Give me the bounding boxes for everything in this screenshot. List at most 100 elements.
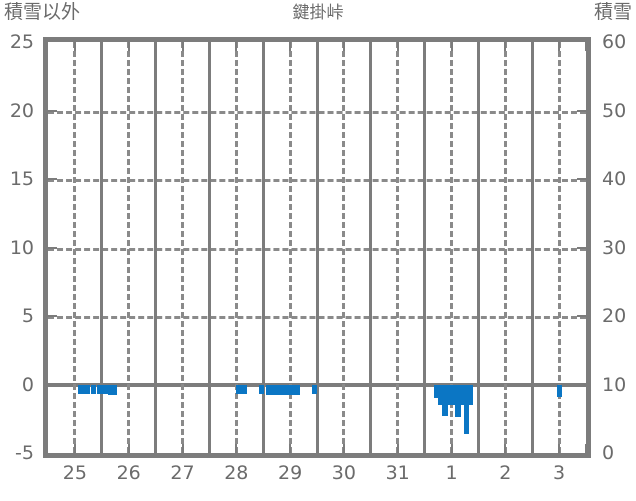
data-bar [311,384,317,395]
x-tickmark [558,42,561,51]
x-tickmark [477,444,480,453]
x-tickmark [127,42,130,51]
x-tickmark [504,42,507,51]
x-tickmark [423,42,426,51]
x-tickmark [585,444,586,453]
y-axis-left-tick-5: 5 [21,305,34,327]
x-axis-tick-25: 25 [62,462,87,484]
x-tickmark [154,444,157,453]
x-tickmark [73,444,76,453]
data-bar [241,384,247,395]
x-tickmark [100,42,103,51]
x-tickmark [477,42,480,51]
data-bar [258,384,265,395]
plot-inner [48,42,586,453]
vgridline-day-boundary [530,42,534,453]
x-axis-tick-1: 1 [445,462,458,484]
y-tickmark [577,383,586,386]
vgridline-half-day [234,42,238,453]
y-axis-right-tick-0: 0 [602,442,615,464]
y-axis-right-tick-20: 20 [602,305,627,327]
y-axis-left-tick-10: 10 [9,236,34,259]
data-bar [280,384,286,396]
x-tickmark [558,444,561,453]
y-axis-right-tick-40: 40 [602,168,627,190]
data-bar [290,384,296,396]
y-axis-right-tick-60: 60 [602,31,627,53]
data-bar [468,384,474,406]
data-bar [438,384,444,406]
data-bar [285,384,291,396]
vgridline-day-boundary [476,42,480,453]
vgridline-half-day [503,42,507,453]
x-tickmark [289,42,292,51]
x-tickmark [396,42,399,51]
data-bar [77,384,83,395]
data-bar [96,384,102,395]
vgridline-half-day [450,42,453,453]
x-tickmark [585,42,586,51]
vgridline-day-boundary [207,42,211,453]
data-bar [459,384,465,406]
x-tickmark [450,42,453,51]
vgridline-half-day [288,42,292,453]
x-tickmark [208,42,211,51]
data-bar [451,384,457,406]
vgridline-half-day [557,42,561,453]
y-tickmark [48,178,57,180]
x-tickmark [531,444,534,453]
x-tickmark [504,444,507,453]
x-tickmark [73,42,76,51]
x-tickmark [369,444,372,453]
x-tickmark [369,42,372,51]
y-axis-left-tick-20: 20 [9,99,34,122]
vgridline-day-boundary [154,42,158,453]
x-tickmark [342,444,345,453]
x-tickmark [342,42,345,51]
x-tickmark [316,42,318,51]
x-tickmark [154,42,157,51]
y-axis-right-tick-10: 10 [602,373,627,396]
data-bar [442,384,448,416]
right-axis-caption: 積雪 [593,1,632,23]
vgridline-day-boundary [100,42,104,453]
y-tickmark [577,315,586,317]
data-bar [556,384,562,397]
data-bar [295,384,301,396]
data-bar [270,384,276,396]
data-bar [446,384,452,406]
x-tickmark [262,444,265,453]
y-axis-right-tick-30: 30 [602,236,627,259]
vgridline-day-boundary [315,42,319,453]
y-axis-left-tick-15: 15 [9,168,34,190]
x-tickmark [262,42,265,51]
vgridline-day-boundary [261,42,265,453]
x-tickmark [235,42,238,51]
y-tickmark [48,246,57,249]
x-tickmark [127,444,130,453]
x-tickmark [289,444,292,453]
x-tickmark [316,444,318,453]
data-bar [90,384,96,395]
x-axis-tick-30: 30 [331,462,356,484]
x-axis-tick-3: 3 [553,462,566,484]
x-axis-tick-31: 31 [385,462,410,484]
y-tickmark [577,178,586,180]
x-axis-tick-28: 28 [224,462,249,484]
y-tickmark [48,109,57,112]
x-axis-tick-27: 27 [170,462,195,484]
x-tickmark [450,444,453,453]
data-bar [455,384,461,418]
plot-area [43,37,591,458]
x-axis-tick-29: 29 [278,462,303,484]
y-tickmark [577,246,586,249]
y-axis-left-tick--5: -5 [15,442,34,464]
x-tickmark [100,444,103,453]
vgridline-half-day [181,42,184,453]
data-bar [81,384,87,395]
x-tickmark [235,444,238,453]
data-bar [102,384,108,395]
vgridline-half-day [396,42,400,453]
x-tickmark [181,42,184,51]
vgridline-half-day [127,42,131,453]
